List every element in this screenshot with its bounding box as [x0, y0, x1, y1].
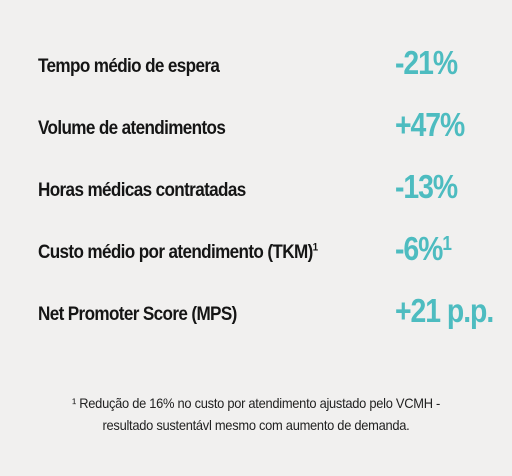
metric-value: -6%1 — [395, 230, 452, 268]
metric-row-cost: Custo médio por atendimento (TKM)1 -6%1 — [38, 228, 498, 290]
metric-row-hours: Horas médicas contratadas -13% — [38, 166, 498, 228]
metric-value-text: -13% — [395, 168, 458, 205]
metric-label-text: Horas médicas contratadas — [38, 180, 246, 201]
footnote-marker: 1 — [442, 233, 452, 255]
metric-row-nps: Net Promoter Score (MPS) +21 p.p. — [38, 290, 498, 352]
metric-label-text: Net Promoter Score (MPS) — [38, 304, 237, 325]
metric-value-text: -21% — [395, 44, 458, 81]
metric-value-text: -6% — [395, 230, 443, 267]
metric-value: -13% — [395, 168, 458, 206]
metrics-list: Tempo médio de espera -21% Volume de ate… — [38, 42, 498, 352]
footnote-line: resultado sustentávl mesmo com aumento d… — [102, 417, 410, 433]
footnote-marker: 1 — [312, 241, 319, 254]
metric-label: Tempo médio de espera — [38, 56, 220, 78]
footnote-line: ¹ Redução de 16% no custo por atendiment… — [71, 395, 441, 411]
metric-label-text: Volume de atendimentos — [38, 118, 226, 139]
metric-value: +47% — [395, 106, 465, 144]
footnote: ¹ Redução de 16% no custo por atendiment… — [0, 392, 512, 436]
metric-value-text: +21 p.p. — [395, 292, 494, 329]
metric-label: Custo médio por atendimento (TKM)1 — [38, 242, 318, 264]
metric-row-volume: Volume de atendimentos +47% — [38, 104, 498, 166]
metric-label: Horas médicas contratadas — [38, 180, 246, 202]
metric-label: Net Promoter Score (MPS) — [38, 304, 237, 326]
metric-label-text: Custo médio por atendimento (TKM) — [38, 242, 313, 263]
metric-label-text: Tempo médio de espera — [38, 56, 220, 77]
metric-value: +21 p.p. — [395, 292, 494, 330]
metric-value: -21% — [395, 44, 458, 82]
metric-label: Volume de atendimentos — [38, 118, 226, 140]
metric-value-text: +47% — [395, 106, 465, 143]
metric-row-wait-time: Tempo médio de espera -21% — [38, 42, 498, 104]
